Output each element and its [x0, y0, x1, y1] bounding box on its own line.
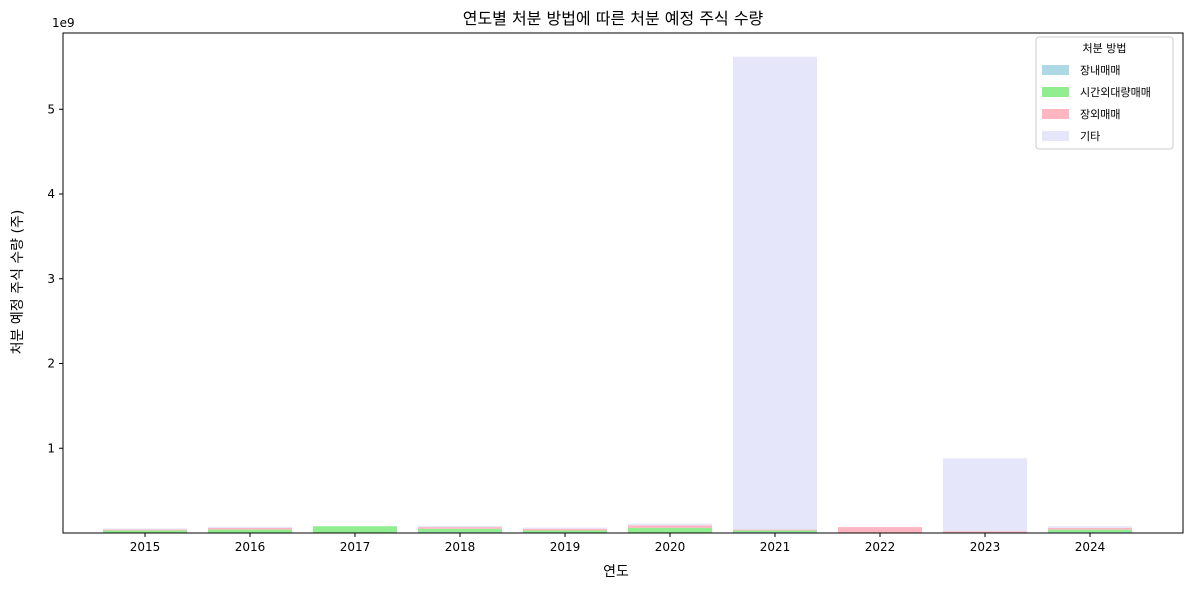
- bar-2017-series-1: [313, 526, 397, 533]
- x-axis-label: 연도: [603, 564, 629, 580]
- bar-2018-series-1: [418, 529, 502, 532]
- legend-label-3: 기타: [1080, 130, 1100, 143]
- chart-title: 연도별 처분 방법에 따른 처분 예정 주식 수량: [463, 9, 764, 28]
- x-tick-label-2018: 2018: [445, 540, 476, 554]
- bar-2016-series-2: [208, 528, 292, 530]
- y-axis-label: 처분 예정 주식 수량 (주): [10, 210, 26, 355]
- x-tick-label-2016: 2016: [235, 540, 266, 554]
- bar-2020-series-3: [628, 524, 712, 526]
- bar-2018-series-3: [418, 526, 502, 527]
- y-tick-label-5: 5: [47, 102, 55, 116]
- y-tick-label-1: 1: [47, 441, 55, 455]
- bar-2016-series-1: [208, 530, 292, 533]
- bar-2022-series-2: [838, 527, 922, 533]
- bar-2021-series-1: [733, 530, 817, 532]
- bar-2018-series-2: [418, 527, 502, 529]
- bar-2020-series-1: [628, 528, 712, 533]
- legend-swatch-3: [1042, 131, 1069, 141]
- bar-2016-series-3: [208, 527, 292, 528]
- bar-2024-series-1: [1048, 530, 1132, 533]
- x-tick-label-2020: 2020: [655, 540, 686, 554]
- y-tick-label-3: 3: [47, 272, 55, 286]
- x-tick-label-2024: 2024: [1075, 540, 1106, 554]
- plot-frame: [63, 33, 1183, 533]
- bar-2023-series-3: [943, 458, 1027, 531]
- y-scale-label: 1e9: [52, 16, 75, 30]
- x-tick-label-2019: 2019: [550, 540, 581, 554]
- legend-title: 처분 방법: [1083, 42, 1127, 55]
- x-tick-label-2017: 2017: [340, 540, 371, 554]
- bar-2020-series-2: [628, 525, 712, 528]
- x-tick-label-2023: 2023: [970, 540, 1001, 554]
- bar-2024-series-2: [1048, 528, 1132, 530]
- bar-2019-series-3: [523, 528, 607, 529]
- bar-2019-series-2: [523, 529, 607, 531]
- bar-2021-series-3: [733, 57, 817, 530]
- bars-layer: [103, 57, 1132, 533]
- legend-swatch-2: [1042, 109, 1069, 119]
- x-tick-label-2022: 2022: [865, 540, 896, 554]
- legend-swatch-0: [1042, 65, 1069, 75]
- bar-2024-series-3: [1048, 526, 1132, 528]
- bar-2015-series-3: [103, 528, 187, 529]
- x-tick-label-2021: 2021: [760, 540, 791, 554]
- legend-swatch-1: [1042, 87, 1069, 97]
- y-tick-label-4: 4: [47, 187, 55, 201]
- x-tick-label-2015: 2015: [130, 540, 161, 554]
- legend-label-2: 장외매매: [1080, 108, 1120, 121]
- legend-label-0: 장내매매: [1080, 64, 1120, 77]
- y-tick-label-2: 2: [47, 357, 55, 371]
- legend-label-1: 시간외대량매매: [1080, 86, 1151, 99]
